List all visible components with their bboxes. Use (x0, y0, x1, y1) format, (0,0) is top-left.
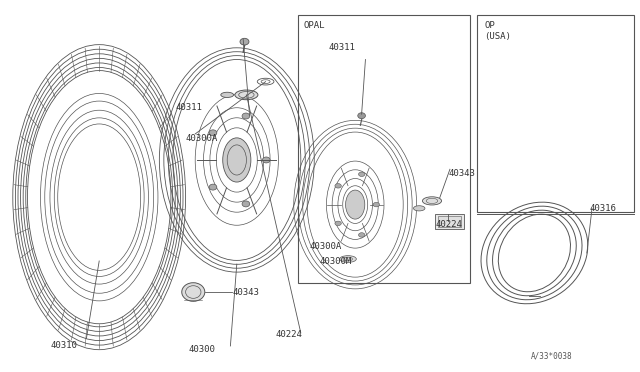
Text: A/33*0038: A/33*0038 (531, 352, 573, 361)
Ellipse shape (335, 221, 341, 225)
Ellipse shape (209, 184, 217, 190)
Ellipse shape (340, 256, 356, 262)
Text: 40224: 40224 (275, 330, 302, 339)
Ellipse shape (373, 202, 380, 207)
Text: 40310: 40310 (51, 341, 77, 350)
Text: 40300: 40300 (188, 344, 215, 353)
Text: OP: OP (484, 21, 495, 30)
Text: (USA): (USA) (484, 32, 511, 41)
Ellipse shape (335, 184, 341, 188)
Ellipse shape (358, 113, 365, 119)
Ellipse shape (413, 206, 425, 211)
Ellipse shape (358, 233, 365, 237)
Ellipse shape (221, 92, 234, 97)
Ellipse shape (242, 201, 250, 207)
Ellipse shape (240, 38, 249, 45)
Ellipse shape (422, 197, 442, 205)
Text: 40300A: 40300A (309, 242, 341, 251)
Bar (438, 216, 461, 227)
Text: 40300A: 40300A (186, 134, 218, 143)
Text: 40343: 40343 (233, 288, 260, 296)
Text: 40224: 40224 (435, 220, 462, 229)
Text: 40343: 40343 (448, 169, 475, 178)
Text: 40300M: 40300M (320, 257, 352, 266)
Ellipse shape (346, 190, 365, 219)
Bar (435, 214, 464, 229)
Ellipse shape (182, 283, 205, 301)
Ellipse shape (209, 130, 217, 136)
Bar (298, 15, 470, 283)
Text: 40311: 40311 (328, 43, 355, 52)
Ellipse shape (223, 138, 251, 182)
Text: 40311: 40311 (176, 103, 203, 112)
Ellipse shape (358, 172, 365, 176)
Ellipse shape (242, 113, 250, 119)
Text: 40316: 40316 (589, 204, 616, 213)
Bar (477, 15, 634, 212)
Text: OPAL: OPAL (304, 21, 326, 30)
Ellipse shape (262, 157, 270, 163)
Ellipse shape (235, 90, 258, 100)
